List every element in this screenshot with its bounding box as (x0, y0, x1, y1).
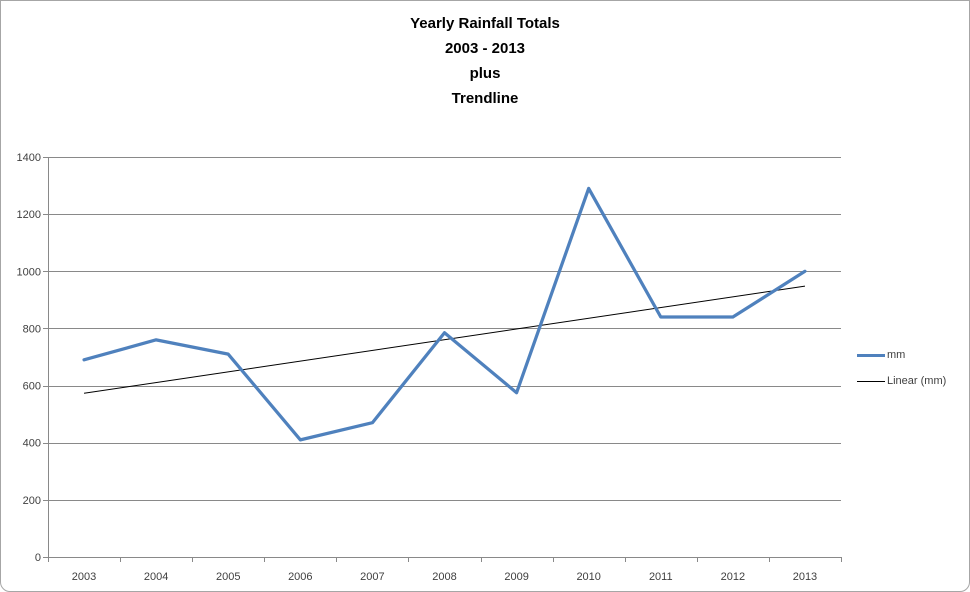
chart-title-line-3: plus (469, 65, 501, 82)
x-axis-tick-label: 2006 (288, 571, 312, 583)
legend-item-mm: mm (857, 348, 946, 362)
legend-item-linear: Linear (mm) (857, 374, 946, 388)
y-axis-tick-label: 600 (23, 381, 41, 393)
y-axis-tick-label: 800 (23, 323, 41, 335)
x-axis-tick-label: 2009 (504, 571, 528, 583)
y-axis-tick-label: 1000 (17, 266, 41, 278)
x-axis-tick-label: 2008 (432, 571, 456, 583)
y-axis-tick-label: 1200 (17, 209, 41, 221)
x-axis-tick-label: 2013 (793, 571, 817, 583)
legend: mm Linear (mm) (857, 348, 946, 400)
chart-title-line-4: Trendline (451, 90, 519, 107)
x-axis-tick-label: 2003 (72, 571, 96, 583)
chart-title-line-1: Yearly Rainfall Totals (410, 15, 560, 32)
legend-label-mm: mm (887, 349, 906, 361)
legend-line-swatch-mm (857, 353, 885, 357)
legend-label-linear: Linear (mm) (887, 375, 947, 387)
x-axis-tick-label: 2011 (649, 571, 673, 583)
series-line-mm (82, 186, 807, 442)
x-axis-tick-label: 2004 (144, 571, 168, 583)
x-axis-tick-label: 2007 (360, 571, 384, 583)
y-axis-tick-label: 0 (35, 552, 41, 564)
y-axis-tick-label: 200 (23, 495, 41, 507)
x-axis-tick-label: 2012 (721, 571, 745, 583)
x-axis-tick-label: 2010 (576, 571, 600, 583)
trendline-linear-mm (83, 285, 806, 394)
chart-title-line-2: 2003 - 2013 (444, 40, 526, 57)
y-axis-tick-label: 400 (23, 438, 41, 450)
y-axis-tick-label: 1400 (17, 152, 41, 164)
x-axis-tick-label: 2005 (216, 571, 240, 583)
legend-line-swatch-linear (857, 380, 885, 382)
chart-title: Yearly Rainfall Totals 2003 - 2013 plus … (1, 11, 969, 111)
